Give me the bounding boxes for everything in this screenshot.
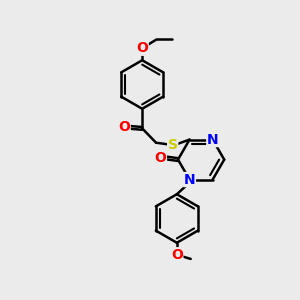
Text: N: N xyxy=(207,133,218,147)
Text: O: O xyxy=(171,248,183,262)
Text: S: S xyxy=(168,138,178,152)
Text: O: O xyxy=(118,120,130,134)
Text: O: O xyxy=(154,151,166,165)
Text: N: N xyxy=(184,172,195,187)
Text: O: O xyxy=(136,41,148,55)
